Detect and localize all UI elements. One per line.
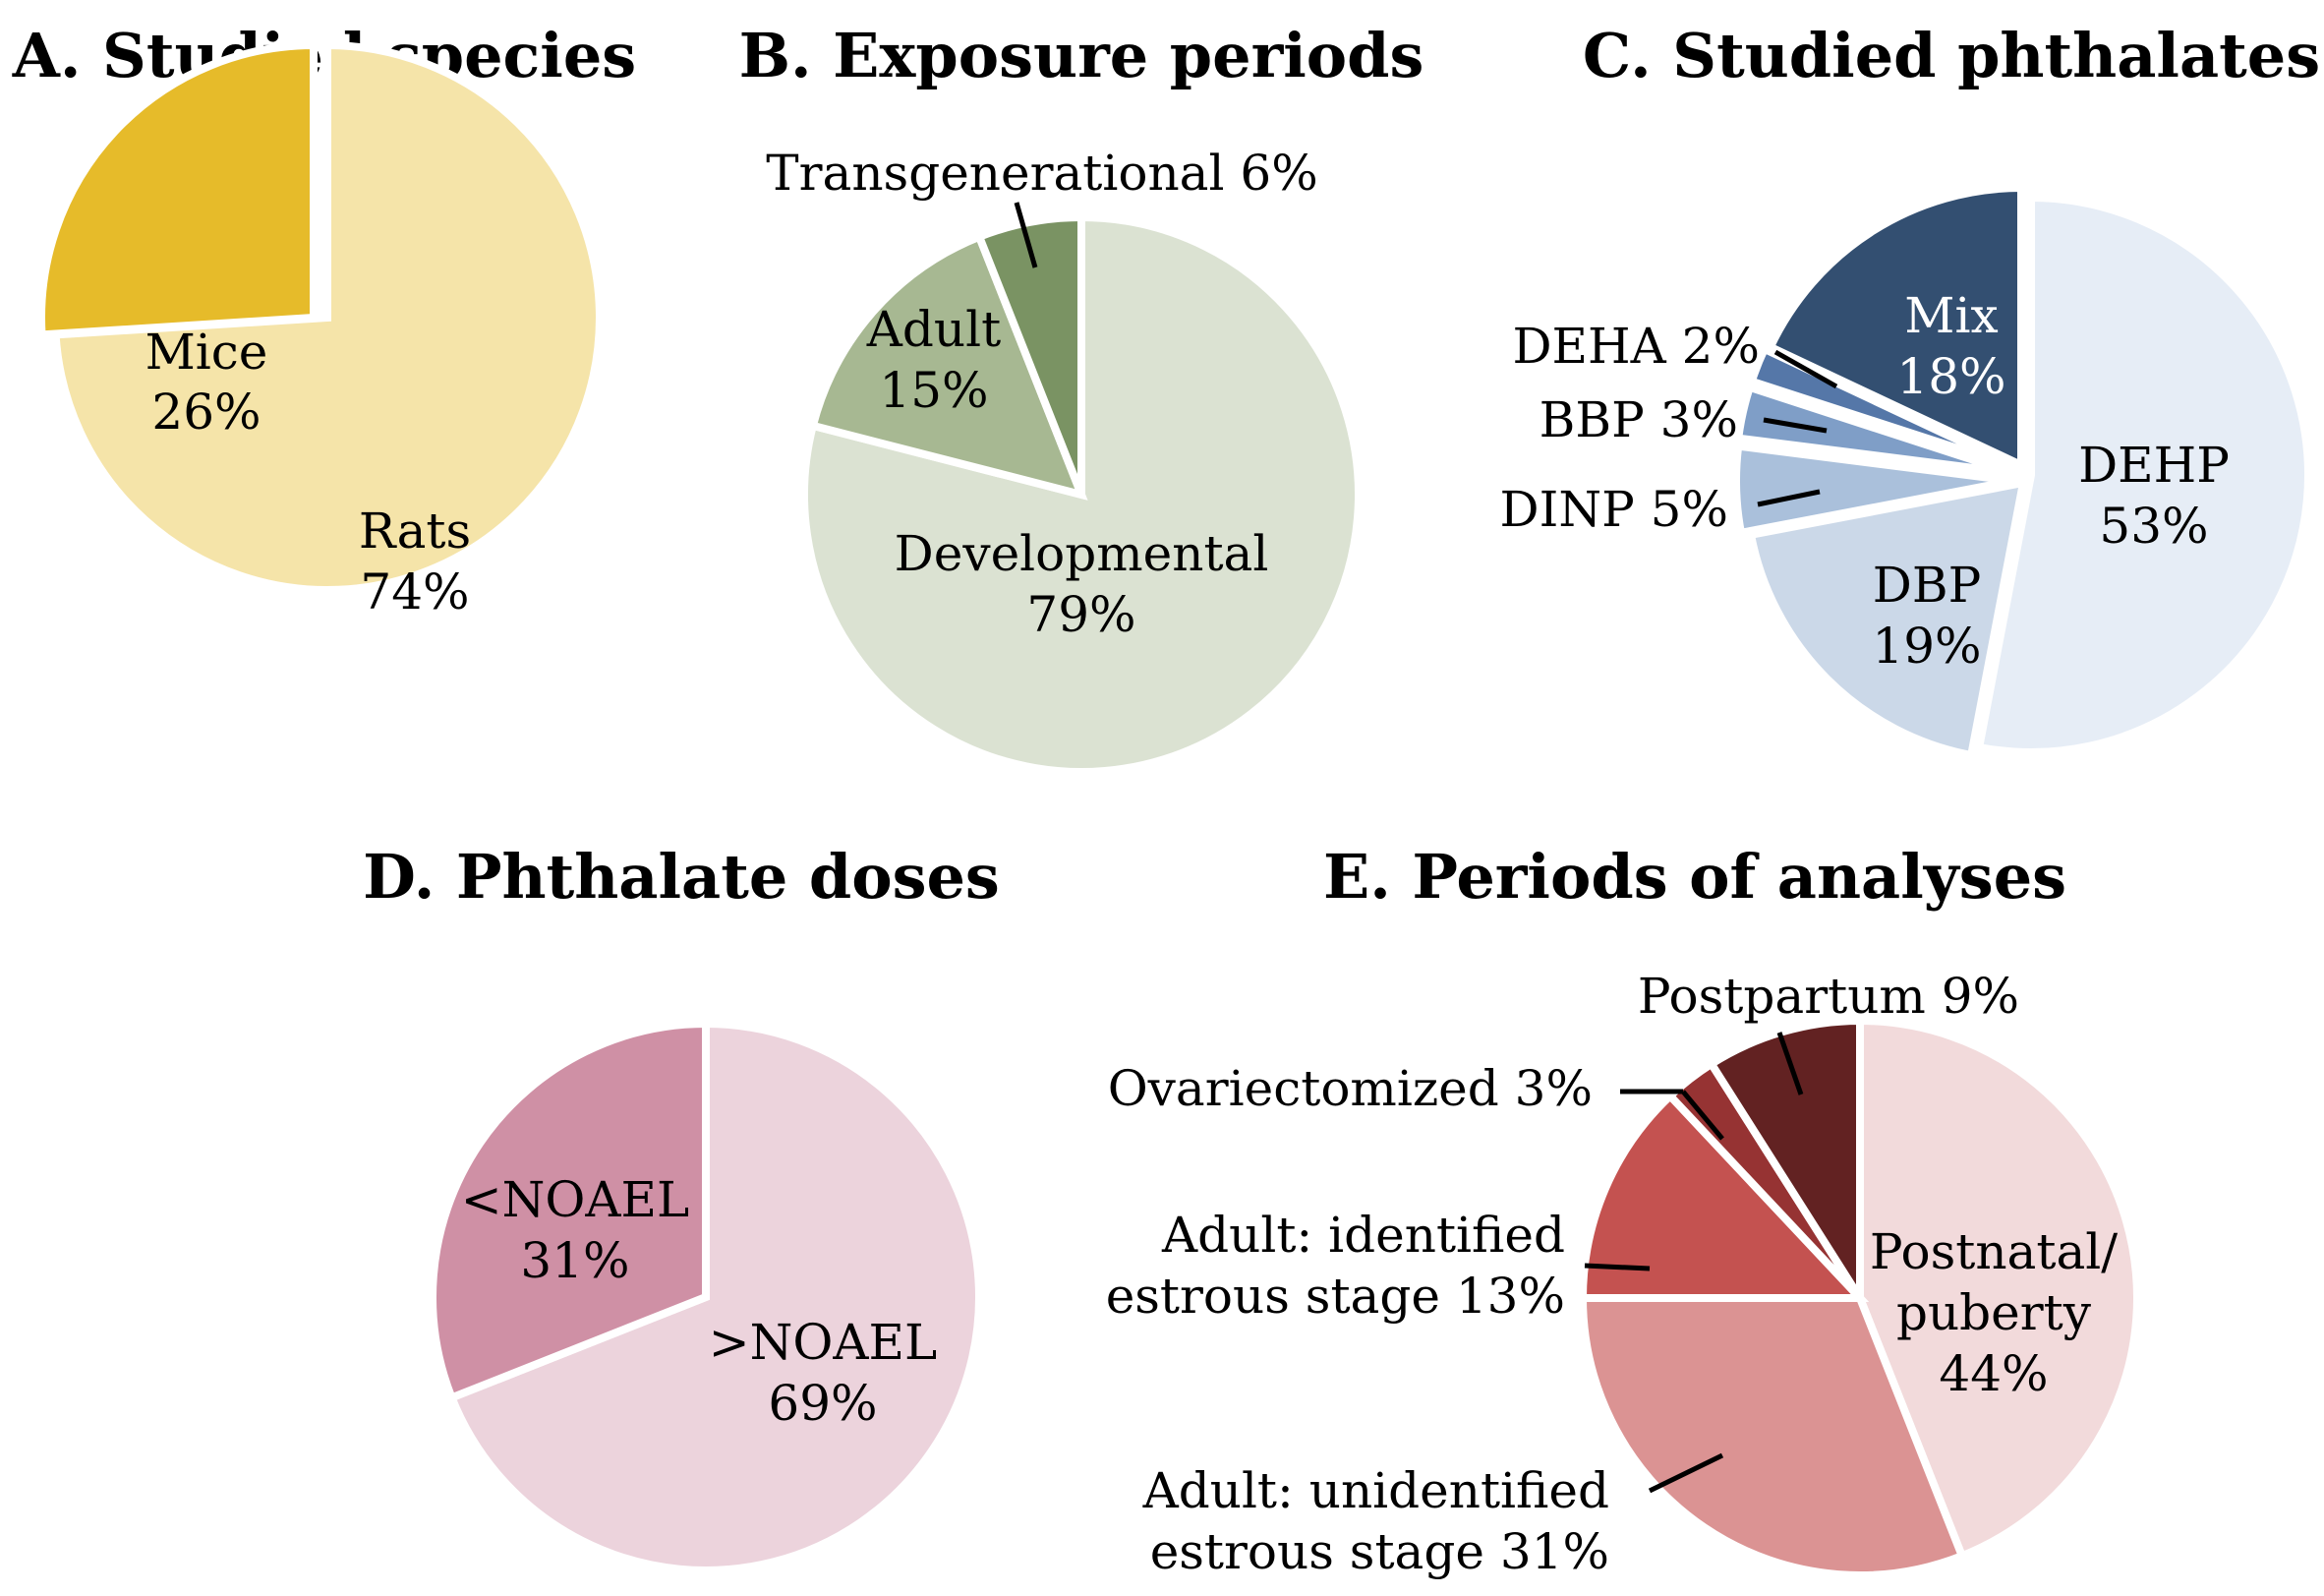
pie-slice-adult-identified-estrous-stage [1578, 1090, 1870, 1302]
label-developmental-pct: 79% [1026, 586, 1135, 643]
leader-postpartum [1776, 1032, 1804, 1095]
pie-slice-adult-unidentified-estrous-stage [1578, 1294, 1968, 1579]
chart-e-title: E. Periods of analyses [1323, 841, 2066, 913]
label-above-noael: >NOAEL [709, 1314, 937, 1371]
label-adult-unidentified-2: estrous stage 31% [1150, 1523, 1609, 1580]
leader-adult-unidentified [1648, 1452, 1724, 1494]
pie-chart-c [1732, 183, 2312, 760]
label-dbp-pct: 19% [1872, 618, 1981, 675]
label-below-noael-pct: 31% [520, 1232, 629, 1289]
pie-chart-b [800, 212, 1363, 776]
pie-slice-above-noael [446, 1019, 983, 1574]
chart-d-title: D. Phthalate doses [363, 841, 1000, 913]
leader-ovariectomized-b [1681, 1090, 1724, 1141]
label-developmental: Developmental [895, 525, 1269, 582]
label-dbp: DBP [1873, 557, 1981, 614]
leader-bbp [1763, 417, 1828, 434]
label-above-noael-pct: 69% [768, 1375, 877, 1432]
pie-chart-a [37, 40, 604, 594]
label-ovariectomized: Ovariectomized 3% [1108, 1060, 1593, 1117]
leader-deha [1773, 349, 1838, 389]
label-rats: Rats [359, 502, 471, 560]
pie-chart-e [1578, 1016, 2141, 1579]
pie-slice-bbp [1733, 382, 2015, 477]
chart-c-title: C. Studied phthalates [1583, 20, 2320, 91]
label-mix: Mix [1904, 287, 1998, 344]
pie-slice-mice [37, 40, 318, 339]
leader-dinp [1757, 489, 1821, 507]
label-rats-pct: 74% [360, 563, 469, 621]
label-adult: Adult [866, 301, 1001, 358]
pie-slice-postpartum [1706, 1016, 1864, 1312]
label-postnatal: Postnatal/ [1870, 1223, 2118, 1280]
label-mice-pct: 26% [151, 384, 261, 441]
label-below-noael: <NOAEL [461, 1171, 689, 1228]
pie-slice-mix [1765, 183, 2025, 472]
label-adult-identified: Adult: identified [1161, 1207, 1565, 1264]
label-dehp-pct: 53% [2099, 498, 2208, 555]
label-transgenerational: Transgenerational 6% [766, 145, 1317, 202]
label-dinp: DINP 5% [1500, 481, 1728, 538]
label-adult-unidentified: Adult: unidentified [1142, 1462, 1609, 1519]
pie-slice-transgenerational [973, 212, 1085, 497]
pie-slice-below-noael [429, 1019, 710, 1403]
label-bbp: BBP 3% [1540, 391, 1738, 448]
pie-slice-dinp [1732, 442, 2014, 538]
label-adult-identified-2: estrous stage 13% [1106, 1268, 1565, 1325]
pie-slice-dbp [1746, 477, 2029, 760]
label-mix-pct: 18% [1896, 348, 2005, 405]
label-adult-pct: 15% [879, 362, 988, 419]
label-postpartum: Postpartum 9% [1638, 968, 2019, 1025]
pie-slice-rats [51, 40, 604, 594]
label-dehp: DEHP [2078, 437, 2230, 494]
leader-adult-identified [1584, 1263, 1651, 1271]
label-postnatal-2: puberty [1896, 1284, 2092, 1341]
pie-slice-postnatal-puberty [1856, 1016, 2141, 1562]
pie-slice-dehp [1974, 193, 2312, 756]
pie-slice-adult [807, 231, 1088, 501]
chart-b-title: B. Exposure periods [739, 20, 1424, 91]
label-deha: DEHA 2% [1512, 318, 1760, 375]
label-postnatal-pct: 44% [1939, 1345, 2048, 1402]
leader-transgenerational [1014, 202, 1038, 268]
label-mice: Mice [145, 324, 268, 381]
pie-chart-d [429, 1019, 983, 1574]
